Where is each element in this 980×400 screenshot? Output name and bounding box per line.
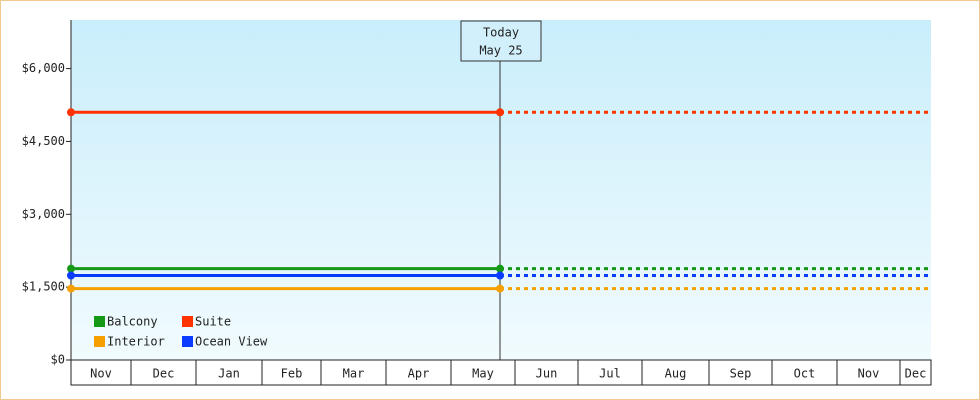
x-tick-label: Mar: [343, 367, 365, 381]
point: [496, 264, 504, 273]
point: [67, 284, 75, 293]
x-tick-label: May: [472, 367, 494, 381]
legend-label: Balcony: [107, 315, 158, 329]
legend-label: Interior: [107, 335, 165, 349]
today-label: May 25: [479, 44, 522, 58]
y-tick-label: $4,500: [22, 134, 65, 148]
x-tick-label: Nov: [858, 367, 880, 381]
month-cell: [708, 359, 773, 386]
x-tick-label: Feb: [281, 367, 303, 381]
x-tick-label: Nov: [90, 367, 112, 381]
x-tick-label: Oct: [794, 367, 816, 381]
x-tick-label: Sep: [730, 367, 752, 381]
month-cell: [195, 359, 263, 386]
legend-label: Suite: [195, 315, 231, 329]
y-tick-label: $3,000: [22, 207, 65, 221]
point: [496, 108, 504, 117]
month-cell: [836, 359, 901, 386]
month-cell: [450, 359, 516, 386]
point: [496, 271, 504, 280]
x-tick-label: Apr: [408, 367, 430, 381]
legend-swatch: [182, 316, 193, 327]
today-box: [460, 20, 542, 62]
legend-swatch: [182, 336, 193, 347]
point: [67, 271, 75, 280]
plot-area: [71, 20, 931, 360]
month-cell: [70, 359, 132, 386]
y-tick-label: $1,500: [22, 280, 65, 294]
legend-swatch: [94, 336, 105, 347]
x-tick-label: Jan: [218, 367, 240, 381]
x-tick-label: Jun: [536, 367, 558, 381]
x-tick-label: Jul: [599, 367, 621, 381]
x-tick-label: Dec: [153, 367, 175, 381]
y-tick-label: $6,000: [22, 61, 65, 75]
legend-swatch: [94, 316, 105, 327]
today-label: Today: [483, 26, 519, 40]
point: [496, 284, 504, 293]
month-cell: [320, 359, 387, 386]
point: [67, 264, 75, 273]
point: [67, 108, 75, 117]
month-cell: [899, 359, 932, 386]
x-tick-label: Dec: [905, 367, 927, 381]
legend-label: Ocean View: [195, 335, 268, 349]
y-tick-label: $0: [51, 353, 65, 367]
x-tick-label: Aug: [665, 367, 687, 381]
month-cell: [577, 359, 643, 386]
